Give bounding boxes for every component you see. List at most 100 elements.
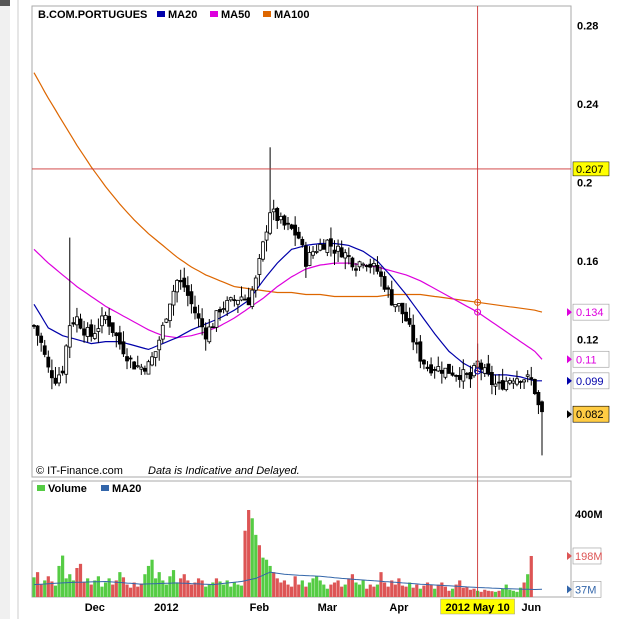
- candle: [214, 310, 219, 332]
- candle-body: [286, 222, 290, 225]
- volume-bar: [157, 572, 161, 597]
- volume-bar: [368, 584, 372, 597]
- value-box-pointer: [567, 308, 572, 317]
- candle-body: [407, 318, 412, 325]
- value-box-frame: [572, 303, 610, 321]
- candle-body: [182, 277, 187, 288]
- candle: [35, 325, 40, 346]
- candle-body: [461, 369, 466, 382]
- volume-bar: [118, 572, 122, 597]
- value-box-pointer: [567, 355, 572, 364]
- volume-bar: [111, 584, 115, 597]
- volume-bar: [146, 565, 151, 597]
- candle-body: [218, 309, 222, 313]
- candle: [371, 259, 376, 275]
- volume-bar: [490, 591, 494, 597]
- candle-body: [450, 372, 455, 376]
- candle-body: [185, 285, 190, 296]
- disclaimer-text: Data is Indicative and Delayed.: [148, 465, 300, 477]
- candle: [461, 359, 466, 389]
- candle: [525, 370, 530, 383]
- value-box: 0.082: [567, 405, 610, 423]
- candle: [271, 199, 276, 221]
- volume-bar: [300, 580, 304, 597]
- candle-body: [515, 378, 519, 385]
- x-tick-label: Apr: [389, 602, 409, 614]
- candle: [275, 206, 280, 229]
- candle: [257, 254, 262, 286]
- candle: [389, 280, 394, 306]
- volume-bar: [268, 565, 272, 597]
- candle: [454, 374, 459, 382]
- volume-bar: [483, 589, 487, 597]
- volume-bar: [511, 590, 515, 597]
- axes: 0.28 0.24 0.2 0.16 0.12 400M 0.134 0.11 0.099 0.0…: [85, 21, 610, 615]
- candle-body: [479, 362, 484, 370]
- volume-bar: [168, 576, 172, 597]
- value-box-label: 0.11: [576, 354, 597, 366]
- value-box-pointer: [567, 410, 572, 419]
- candle: [303, 241, 308, 278]
- volume-bar: [64, 578, 68, 597]
- ma50-line: [33, 248, 543, 360]
- candle: [218, 306, 222, 321]
- x-highlight-box: [440, 598, 515, 615]
- candle: [518, 380, 523, 389]
- candle: [89, 319, 94, 342]
- candle: [110, 322, 115, 337]
- volume-bar: [436, 584, 440, 597]
- volume-bar: [136, 586, 140, 597]
- candle: [472, 362, 476, 378]
- candle: [78, 313, 83, 330]
- candle: [232, 294, 237, 307]
- volume-bar: [304, 586, 308, 597]
- candle: [289, 223, 294, 231]
- volume-bar: [261, 557, 265, 597]
- candle-body: [282, 215, 287, 226]
- candle: [157, 336, 162, 361]
- candle-body: [536, 392, 541, 406]
- volume-bar: [468, 589, 473, 597]
- candle-body: [425, 366, 430, 369]
- value-box-label: 0.099: [576, 376, 604, 388]
- candle: [425, 361, 430, 372]
- candle: [296, 227, 301, 240]
- x-tick-label: 2012: [154, 602, 178, 614]
- left-frame-cap: [0, 0, 10, 6]
- candle: [540, 400, 544, 456]
- candle-body: [128, 357, 133, 360]
- candle: [182, 267, 187, 293]
- volume-bar: [150, 559, 154, 597]
- candle-body: [422, 359, 426, 365]
- candle: [143, 365, 147, 375]
- volume-bar: [340, 586, 344, 597]
- candle-body: [400, 302, 405, 315]
- candle: [332, 240, 337, 265]
- candle: [67, 237, 72, 359]
- candle: [407, 307, 412, 328]
- candle: [207, 318, 212, 344]
- candle-body: [518, 381, 523, 383]
- volume-bar: [315, 576, 319, 597]
- value-box: 0.099: [567, 372, 610, 390]
- volume-bar: [93, 580, 97, 597]
- candle: [139, 363, 144, 375]
- volume-bar: [422, 585, 426, 597]
- candle-body: [132, 361, 137, 370]
- volume-bar: [307, 582, 312, 597]
- legend-label-ma50: MA50: [221, 9, 250, 21]
- candle: [92, 324, 97, 341]
- candle-body: [454, 375, 459, 377]
- candle-body: [493, 383, 498, 387]
- volume-bar: [86, 578, 90, 597]
- value-box-label: 0.082: [576, 409, 604, 421]
- candle-body: [221, 308, 226, 310]
- candle: [225, 296, 230, 316]
- candle-body: [85, 326, 90, 337]
- volume-bar: [179, 578, 183, 597]
- candle: [107, 308, 112, 335]
- volume-bar: [425, 582, 430, 597]
- candle: [361, 262, 366, 269]
- candle-body: [32, 325, 36, 327]
